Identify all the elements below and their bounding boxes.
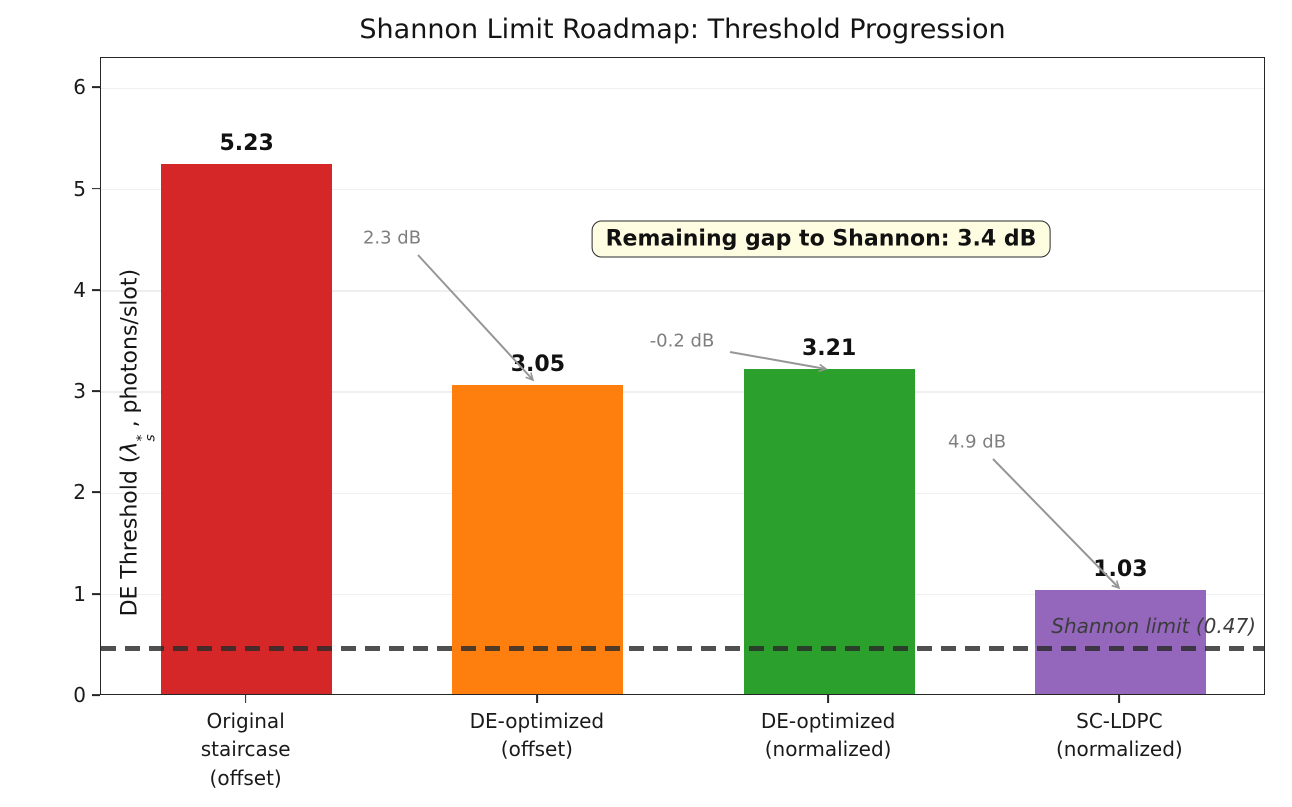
gridline-y5 [101, 188, 1264, 191]
gap-callout-box: Remaining gap to Shannon: 3.4 dB [591, 220, 1051, 258]
bar-value-label-1: 3.05 [510, 352, 566, 378]
ylabel-supsub: * s [133, 434, 158, 442]
y-tick-mark-3 [92, 390, 100, 393]
plot-area: 5.23 3.05 3.21 1.03 Shannon limit (0.47) Re… [100, 57, 1265, 695]
y-tick-label-6: 6 [73, 75, 86, 100]
ylabel-pre: DE Threshold ( [117, 454, 143, 617]
bar-value-label-3: 1.03 [1093, 556, 1148, 582]
ylabel-lambda: λ [117, 441, 143, 455]
x-tick-mark-3 [1118, 695, 1121, 703]
gridline-y1 [101, 594, 1264, 596]
shannon-limit-line [101, 646, 1264, 651]
y-tick-label-5: 5 [73, 176, 86, 201]
ylabel-post: , photons/slot) [117, 268, 143, 435]
y-tick-label-1: 1 [73, 581, 86, 606]
gridline-y4 [101, 290, 1264, 292]
y-tick-label-0: 0 [73, 683, 86, 707]
gap-annotation-1: -0.2 dB [649, 330, 715, 352]
x-tick-mark-0 [244, 695, 247, 703]
x-tick-label-2: DE-optimized (normalized) [760, 709, 896, 762]
x-tick-label-3: SC-LDPC (normalized) [1056, 709, 1183, 762]
bar-value-label-0: 5.23 [219, 131, 274, 157]
bar-2 [744, 368, 915, 694]
y-tick-label-4: 4 [73, 277, 86, 302]
x-tick-mark-1 [535, 695, 538, 703]
y-tick-label-3: 3 [73, 379, 86, 404]
bar-0 [161, 164, 332, 694]
y-tick-mark-0 [92, 694, 100, 696]
gap-annotation-2: 4.9 dB [947, 431, 1007, 453]
bar-3 [1035, 589, 1206, 694]
y-tick-mark-5 [92, 187, 100, 190]
x-tick-mark-2 [827, 695, 830, 703]
y-tick-mark-1 [92, 592, 100, 595]
y-tick-mark-6 [92, 86, 100, 89]
chart-title: Shannon Limit Roadmap: Threshold Progres… [359, 14, 1006, 45]
gap-annotation-0: 2.3 dB [362, 227, 422, 249]
gridline-y3 [101, 391, 1264, 393]
y-tick-label-2: 2 [73, 480, 86, 505]
gridline-y2 [101, 492, 1264, 495]
x-tick-label-1: DE-optimized (offset) [469, 709, 605, 762]
bar-1 [452, 385, 623, 694]
gridline-y6 [101, 87, 1264, 90]
bar-value-label-2: 3.21 [801, 335, 857, 361]
y-tick-mark-4 [92, 289, 100, 291]
y-tick-mark-2 [92, 491, 100, 494]
ylabel-sup: * [133, 434, 150, 442]
x-tick-label-0: Original staircase (offset) [200, 709, 291, 790]
y-axis-label: DE Threshold (λ * s , photons/slot) [117, 163, 158, 723]
shannon-limit-label: Shannon limit (0.47) [1051, 614, 1256, 639]
